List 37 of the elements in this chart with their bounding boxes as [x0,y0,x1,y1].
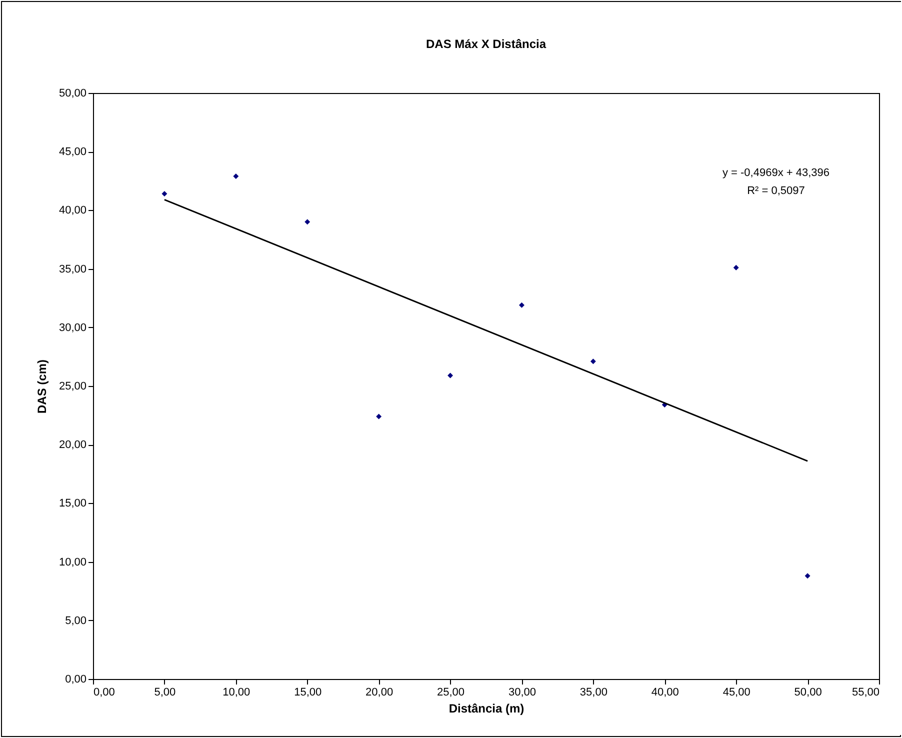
point [804,573,810,579]
x-tick-label: 0,00 [94,686,115,698]
x-tick-label: 30,00 [508,686,536,698]
y-tick-label: 30,00 [58,322,86,334]
x-tick-label: 40,00 [651,686,679,698]
annotation: y = -0,4969x + 43,396 [722,167,830,179]
point [518,302,524,308]
y-tick-label: 50,00 [58,88,86,100]
x-tick-label: 20,00 [366,686,394,698]
annotation: R² = 0,5097 [747,185,805,197]
point [304,219,310,225]
y-tick-label: 35,00 [58,263,86,276]
x-tick-label: 25,00 [437,686,465,698]
x-tick-label: 5,00 [154,686,176,698]
x-axis-title: Distância (m) [448,702,524,716]
point [376,414,382,420]
x-tick-label: 35,00 [580,686,608,698]
y-tick-label: 45,00 [58,146,86,158]
y-tick-label: 10,00 [58,556,86,568]
y-tick-label: 15,00 [58,498,86,510]
y-axis-title: DAS (cm) [34,359,49,414]
y-tick-label: 20,00 [58,439,86,452]
y-tick-label: 5,00 [65,614,86,627]
y-tick-label: 25,00 [58,380,86,392]
x-tick-label: 45,00 [722,686,750,698]
point [733,264,739,270]
x-tick-label: 15,00 [294,686,322,698]
point [233,173,239,179]
y-tick-label: 40,00 [58,204,86,217]
x-tick-label: 55,00 [852,686,880,698]
chart-title: DAS Máx X Distância [426,37,546,51]
x-tick-label: 50,00 [794,686,822,698]
y-tick-label: 0,00 [65,674,86,686]
point [448,372,454,378]
x-tick-label: 10,00 [222,686,250,698]
point [162,191,168,197]
point [590,358,596,364]
